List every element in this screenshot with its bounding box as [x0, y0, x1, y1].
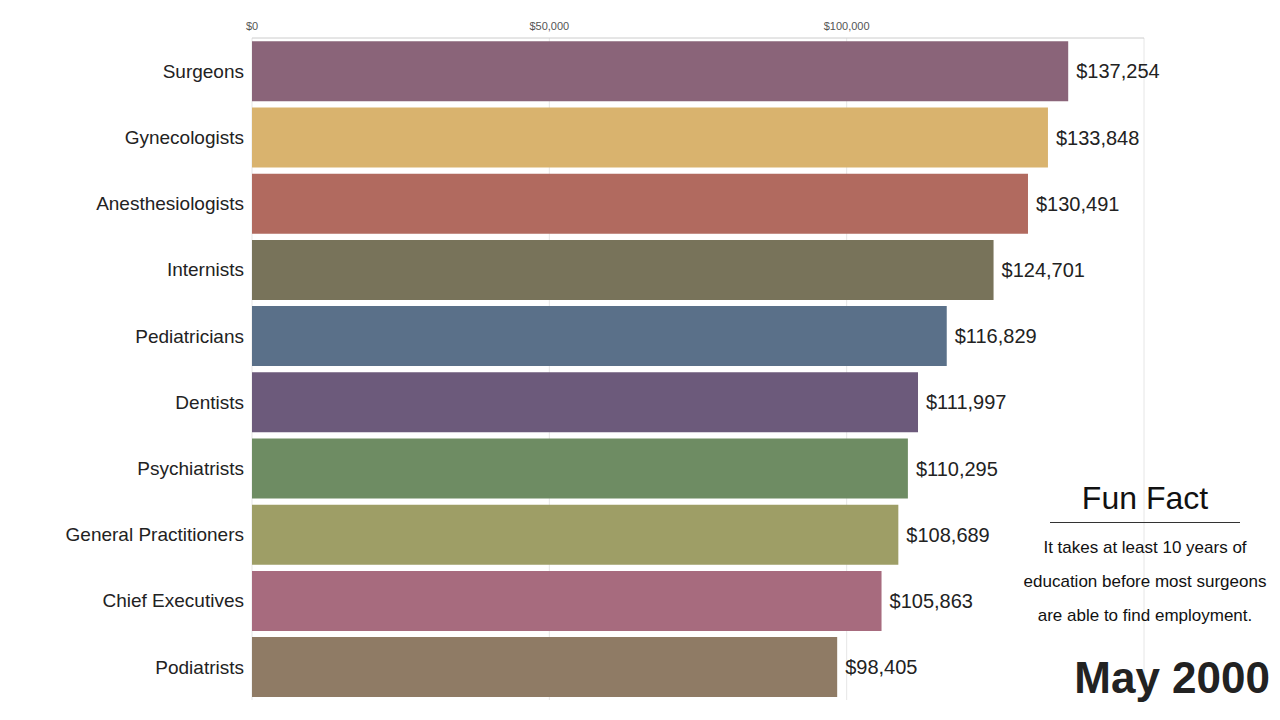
svg-text:$110,295: $110,295: [916, 458, 998, 480]
svg-text:Podiatrists: Podiatrists: [155, 657, 244, 678]
svg-text:Internists: Internists: [167, 259, 244, 280]
svg-text:$108,689: $108,689: [906, 524, 989, 546]
svg-text:$50,000: $50,000: [529, 20, 569, 32]
svg-text:$116,829: $116,829: [955, 325, 1037, 347]
svg-text:$111,997: $111,997: [926, 391, 1006, 413]
svg-text:$124,701: $124,701: [1002, 259, 1085, 281]
svg-text:Chief Executives: Chief Executives: [102, 590, 244, 611]
svg-text:$100,000: $100,000: [824, 20, 870, 32]
svg-text:$0: $0: [246, 20, 258, 32]
svg-text:Anesthesiologists: Anesthesiologists: [96, 193, 244, 214]
svg-text:$98,405: $98,405: [845, 656, 917, 678]
svg-text:$105,863: $105,863: [890, 590, 973, 612]
svg-text:General Practitioners: General Practitioners: [66, 524, 244, 545]
html-text:May 2000: May 2000: [1074, 653, 1270, 702]
html-text:Fun Fact: Fun Fact: [1081, 480, 1209, 516]
html-text:It takes at least 10 years of: It takes at least 10 years of education …: [1023, 538, 1267, 625]
svg-text:Psychiatrists: Psychiatrists: [137, 458, 244, 479]
svg-text:$133,848: $133,848: [1056, 127, 1139, 149]
svg-text:Gynecologists: Gynecologists: [125, 127, 244, 148]
svg-text:$137,254: $137,254: [1076, 60, 1159, 82]
svg-text:$130,491: $130,491: [1036, 193, 1119, 215]
svg-text:Dentists: Dentists: [175, 392, 244, 413]
svg-text:Pediatricians: Pediatricians: [135, 326, 244, 347]
svg-text:Surgeons: Surgeons: [163, 61, 244, 82]
